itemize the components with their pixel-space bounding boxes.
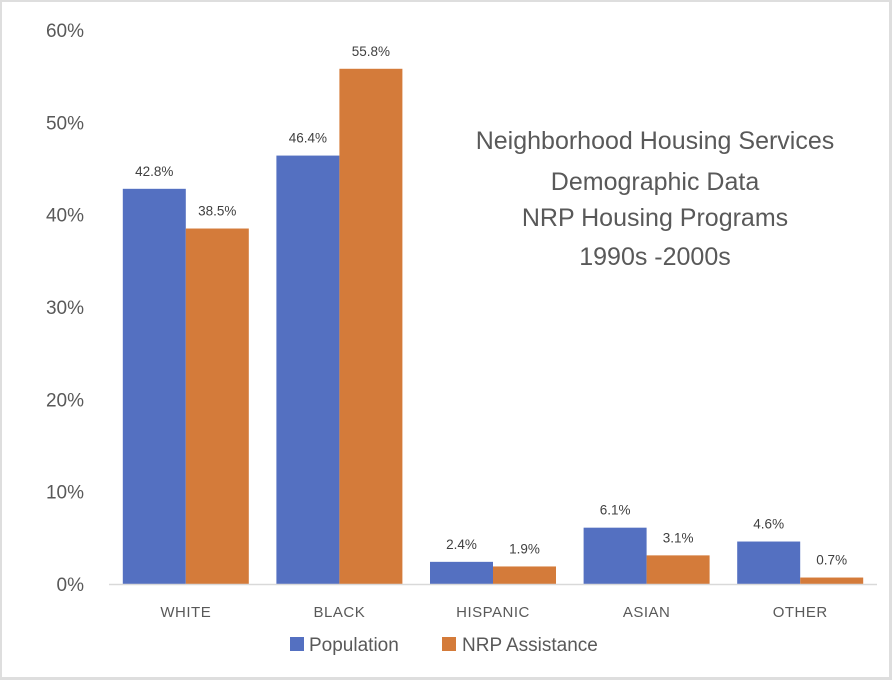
chart-title-line-2: Demographic Data xyxy=(551,168,760,196)
y-axis-ticks: 0% 10% 20% 30% 40% 50% 60% xyxy=(46,21,84,596)
y-tick-label: 0% xyxy=(57,575,85,596)
chart-title: Neighborhood Housing Services Demographi… xyxy=(476,127,835,271)
y-tick-label: 10% xyxy=(46,483,84,504)
data-label: 3.1% xyxy=(663,530,694,545)
y-tick-label: 20% xyxy=(46,390,84,411)
data-label: 42.8% xyxy=(135,164,173,179)
data-labels: 42.8% 38.5% 46.4% 55.8% 2.4% 1.9% 6.1% 3.1% 4.6%… xyxy=(135,44,847,568)
chart-title-line-1: Neighborhood Housing Services xyxy=(476,127,835,155)
legend-swatch-population xyxy=(290,637,304,651)
data-label: 6.1% xyxy=(600,503,631,518)
data-label: 55.8% xyxy=(352,44,390,59)
legend-label-nrp-assistance: NRP Assistance xyxy=(462,635,598,656)
x-axis-categories: WHITE BLACK HISPANIC ASIAN OTHER xyxy=(160,604,827,621)
bar-population-white xyxy=(122,188,186,584)
x-category-label: HISPANIC xyxy=(456,604,530,621)
x-category-label: ASIAN xyxy=(623,604,671,621)
data-label: 38.5% xyxy=(198,204,236,219)
data-label: 0.7% xyxy=(816,553,847,568)
data-label: 4.6% xyxy=(753,517,784,532)
legend-label-population: Population xyxy=(309,635,399,656)
y-tick-label: 30% xyxy=(46,298,84,319)
legend-swatch-nrp-assistance xyxy=(442,637,456,651)
bar-nrp-assistance-black xyxy=(339,68,403,584)
bar-population-asian xyxy=(583,527,647,584)
y-tick-label: 40% xyxy=(46,206,84,227)
bar-population-black xyxy=(276,155,340,584)
data-label: 46.4% xyxy=(289,131,327,146)
bar-nrp-assistance-other xyxy=(800,577,864,584)
y-tick-label: 50% xyxy=(46,113,84,134)
bar-population-other xyxy=(737,541,801,584)
x-category-label: BLACK xyxy=(314,604,366,621)
bar-population-hispanic xyxy=(430,561,493,584)
bars xyxy=(122,68,864,584)
chart-title-line-3: NRP Housing Programs xyxy=(522,204,788,232)
x-category-label: OTHER xyxy=(773,604,828,621)
bar-nrp-assistance-hispanic xyxy=(493,566,556,584)
legend: Population NRP Assistance xyxy=(290,635,598,656)
data-label: 2.4% xyxy=(446,537,477,552)
bar-nrp-assistance-asian xyxy=(646,555,710,584)
y-tick-label: 60% xyxy=(46,21,84,42)
data-label: 1.9% xyxy=(509,541,540,556)
x-category-label: WHITE xyxy=(160,604,211,621)
chart-title-line-4: 1990s -2000s xyxy=(579,243,731,271)
bar-nrp-assistance-white xyxy=(185,228,249,584)
